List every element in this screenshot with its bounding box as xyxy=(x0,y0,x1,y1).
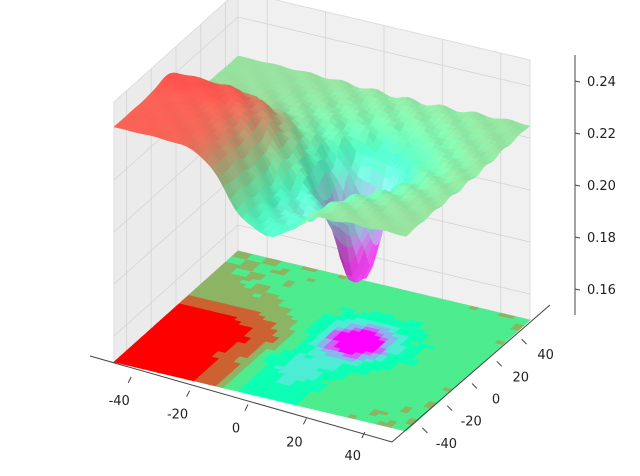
x-tick-mark xyxy=(186,390,191,397)
grid-line xyxy=(113,224,531,337)
y-tick-label: -20 xyxy=(461,415,482,430)
z-tick-mark xyxy=(574,132,581,135)
x-tick-mark xyxy=(302,418,307,425)
floor-contour xyxy=(113,250,531,432)
y-tick-mark xyxy=(471,383,478,389)
x-tick-label: 0 xyxy=(232,422,240,437)
z-tick-label: 0.18 xyxy=(587,231,616,246)
y-tick-label: 20 xyxy=(513,370,530,385)
z-tick-mark xyxy=(574,184,581,187)
z-tick-label: 0.20 xyxy=(587,179,616,194)
z-tick-label: 0.16 xyxy=(587,283,616,298)
z-tick-mark xyxy=(574,80,581,83)
z-tick-label: 0.24 xyxy=(587,75,616,90)
z-tick-mark xyxy=(574,288,581,291)
z-axis-ticks: 0.16 0.18 0.20 0.22 0.24 xyxy=(587,75,616,298)
y-tick-mark xyxy=(422,427,428,434)
y-tick-label: 40 xyxy=(537,348,554,363)
y-tick-mark xyxy=(446,405,453,412)
x-tick-label: -40 xyxy=(109,394,130,409)
x-tick-mark xyxy=(361,431,366,439)
y-tick-mark xyxy=(496,360,503,367)
z-tick-mark xyxy=(574,236,581,239)
x-tick-label: 40 xyxy=(345,449,362,464)
y-tick-label: 0 xyxy=(492,393,500,408)
surface-mesh xyxy=(113,55,531,283)
x-tick-mark xyxy=(127,376,132,384)
y-tick-mark xyxy=(521,338,527,345)
x-tick-label: -20 xyxy=(167,408,188,423)
y-tick-label: -40 xyxy=(436,437,457,452)
x-tick-label: 20 xyxy=(286,435,303,450)
x-tick-mark xyxy=(244,404,249,411)
z-tick-label: 0.22 xyxy=(587,127,616,142)
